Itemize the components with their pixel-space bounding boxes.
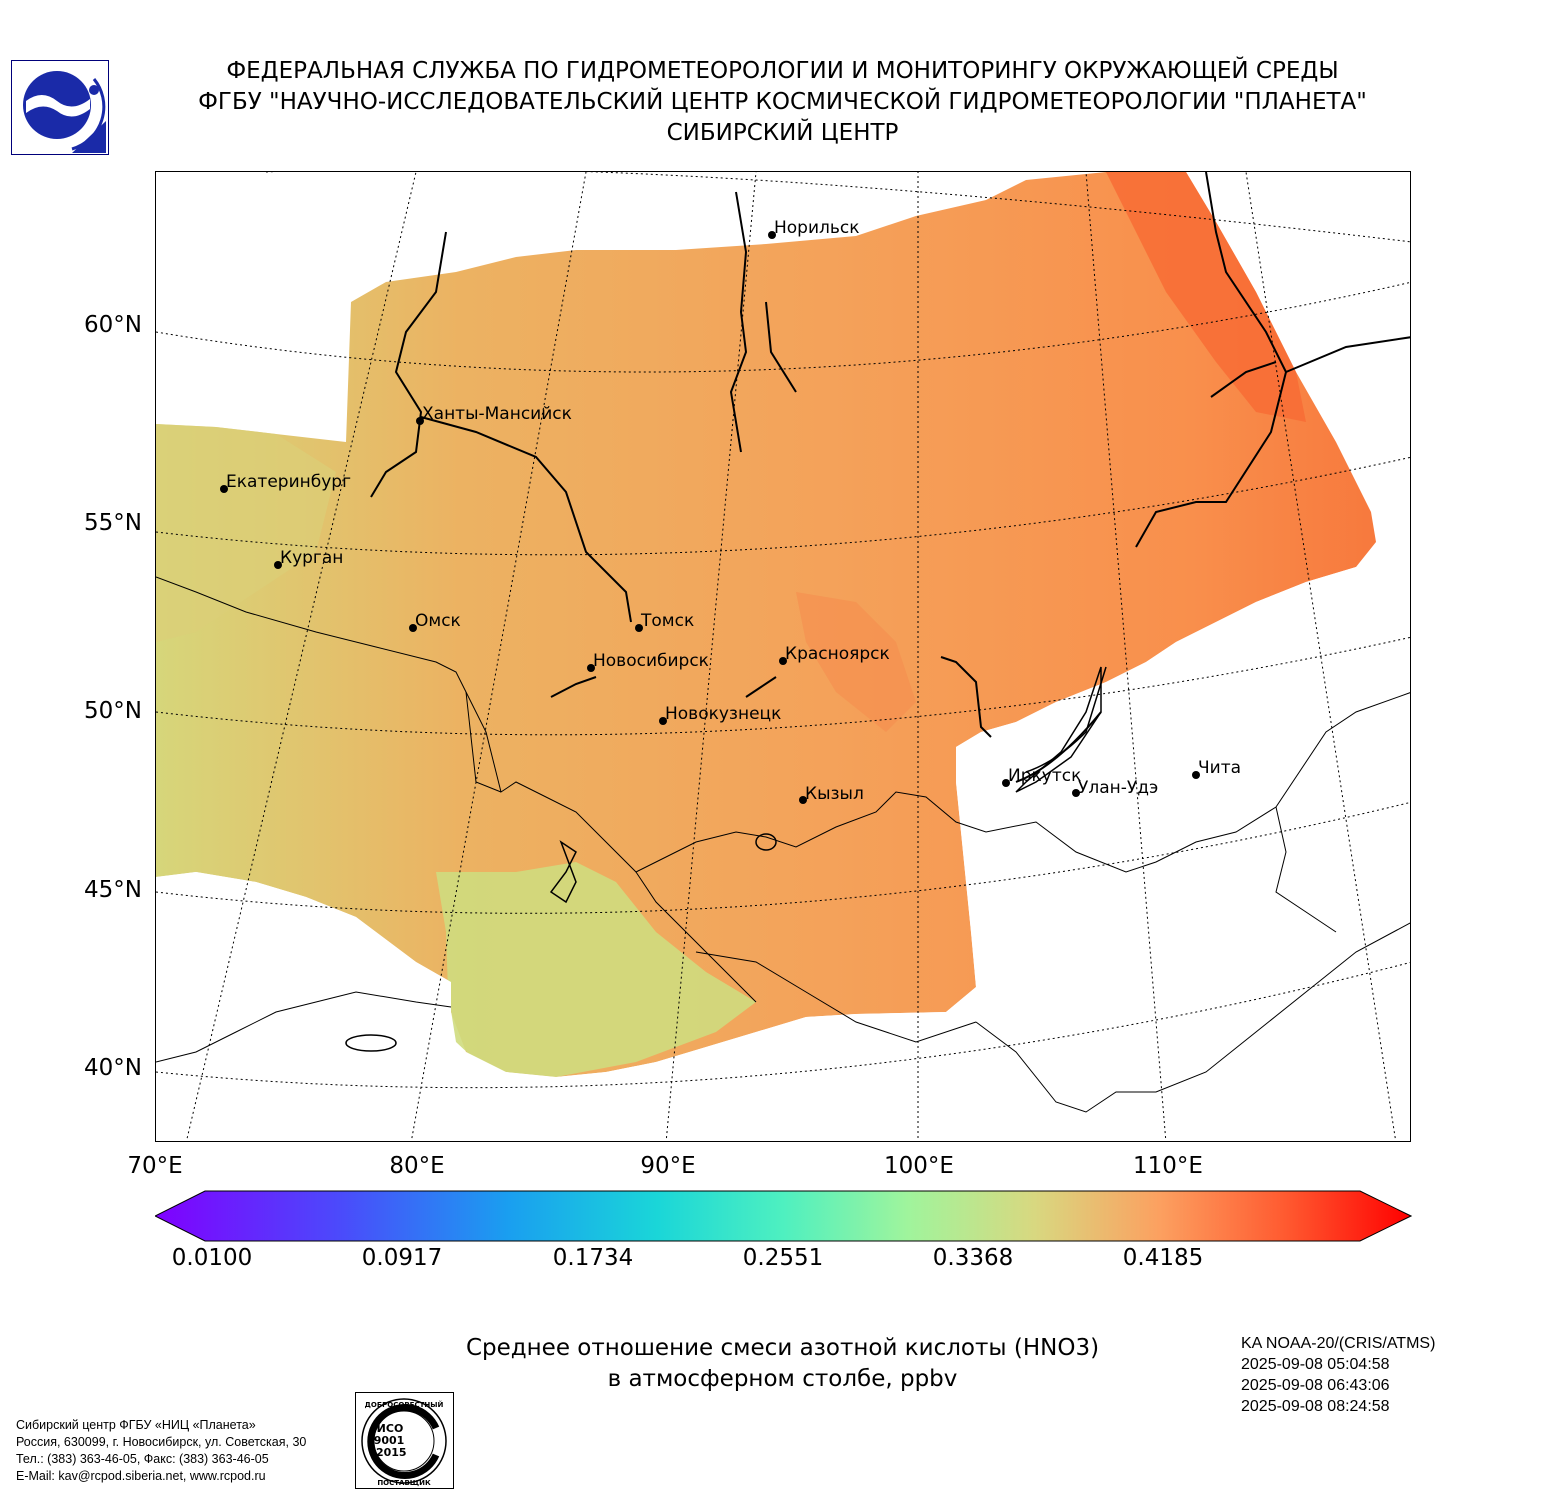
city-label-irkutsk: Иркутск xyxy=(1008,766,1082,786)
satellite-name: KA NOAA-20/(CRIS/ATMS) xyxy=(1241,1335,1436,1352)
hno3-field-low xyxy=(436,862,756,1077)
city-label-khanty-mansiysk: Ханты-Мансийск xyxy=(422,404,572,424)
city-label-omsk: Омск xyxy=(415,611,461,631)
satellite-time-2: 2025-09-08 06:43:06 xyxy=(1241,1377,1390,1394)
rivers xyxy=(370,172,1410,783)
map-panel xyxy=(155,171,1411,1142)
city-label-novokuznetsk: Новокузнецк xyxy=(665,704,782,724)
colorbar-tick-5: 0.4185 xyxy=(1122,1245,1204,1271)
map-title: Среднее отношение смеси азотной кислоты … xyxy=(390,1333,1175,1395)
colorbar-tick-3: 0.2551 xyxy=(742,1245,824,1271)
map-canvas xyxy=(156,172,1410,1141)
hno3-field xyxy=(156,172,1376,1077)
lat-label-60: 60°N xyxy=(84,312,142,338)
graticule xyxy=(156,172,1410,1141)
city-dot-omsk xyxy=(409,624,417,632)
lon-label-70: 70°E xyxy=(127,1153,183,1179)
iso-bottom-text: ПОСТАВЩИК xyxy=(377,1479,431,1487)
map-title-line-2: в атмосферном столбе, ppbv xyxy=(607,1366,958,1392)
header: ФЕДЕРАЛЬНАЯ СЛУЖБА ПО ГИДРОМЕТЕОРОЛОГИИ … xyxy=(0,56,1550,149)
lat-label-40: 40°N xyxy=(84,1055,142,1081)
roshydromet-logo xyxy=(11,60,109,155)
hno3-field-high xyxy=(1106,172,1306,422)
colorbar xyxy=(153,1190,1413,1246)
city-dot-kurgan xyxy=(274,561,282,569)
city-label-novosibirsk: Новосибирск xyxy=(593,651,709,671)
iso-badge: ДОБРОСОВЕСТНЫЙ ПОСТАВЩИК ИСО 9001 -2015 xyxy=(355,1392,454,1489)
satellite-time-3: 2025-09-08 08:24:58 xyxy=(1241,1398,1390,1415)
city-dot-krasnoyarsk xyxy=(779,657,787,665)
city-dot-novokuznetsk xyxy=(659,717,667,725)
colorbar-tick-4: 0.3368 xyxy=(932,1245,1014,1271)
city-label-krasnoyarsk: Красноярск xyxy=(785,644,890,664)
city-dot-chita xyxy=(1192,771,1200,779)
city-dot-norilsk xyxy=(768,231,776,239)
lon-label-110: 110°E xyxy=(1133,1153,1203,1179)
footer-line-2: Россия, 630099, г. Новосибирск, ул. Сове… xyxy=(16,1435,307,1449)
city-label-tomsk: Томск xyxy=(641,611,695,631)
city-dot-ekaterinburg xyxy=(220,485,228,493)
city-dot-ulan-ude xyxy=(1072,789,1080,797)
footer-line-1: Сибирский центр ФГБУ «НИЦ «Планета» xyxy=(16,1418,256,1432)
city-label-chita: Чита xyxy=(1198,758,1242,778)
lon-label-80: 80°E xyxy=(389,1153,445,1179)
iso-top-text: ДОБРОСОВЕСТНЫЙ xyxy=(365,1400,444,1409)
iso-code-1: ИСО xyxy=(377,1422,404,1435)
satellite-info: KA NOAA-20/(CRIS/ATMS) 2025-09-08 05:04:… xyxy=(1241,1333,1435,1417)
city-label-kyzyl: Кызыл xyxy=(805,784,864,804)
header-line-1: ФЕДЕРАЛЬНАЯ СЛУЖБА ПО ГИДРОМЕТЕОРОЛОГИИ … xyxy=(226,58,1339,84)
footer-address: Сибирский центр ФГБУ «НИЦ «Планета» Росс… xyxy=(16,1417,306,1485)
lat-label-45: 45°N xyxy=(84,877,142,903)
lat-label-55: 55°N xyxy=(84,510,142,536)
city-dot-tomsk xyxy=(635,624,643,632)
colorbar-tick-0: 0.0100 xyxy=(171,1245,253,1271)
borders xyxy=(156,576,1410,1113)
map-title-line-1: Среднее отношение смеси азотной кислоты … xyxy=(465,1335,1100,1361)
city-label-ulan-ude: Улан-Удэ xyxy=(1078,778,1159,798)
iso-code-3: -2015 xyxy=(371,1446,406,1459)
city-label-ekaterinburg: Екатеринбург xyxy=(226,472,352,492)
colorbar-tick-1: 0.0917 xyxy=(361,1245,443,1271)
lakes xyxy=(345,666,1102,1052)
lon-label-90: 90°E xyxy=(640,1153,696,1179)
city-label-norilsk: Норильск xyxy=(774,218,860,238)
footer-line-3: Тел.: (383) 363-46-05, Факс: (383) 363-4… xyxy=(16,1452,269,1466)
city-dot-khanty-mansiysk xyxy=(416,417,424,425)
city-label-kurgan: Курган xyxy=(280,548,344,568)
colorbar-tick-2: 0.1734 xyxy=(552,1245,634,1271)
city-dot-irkutsk xyxy=(1002,779,1010,787)
lon-label-100: 100°E xyxy=(884,1153,954,1179)
header-line-2: ФГБУ "НАУЧНО-ИССЛЕДОВАТЕЛЬСКИЙ ЦЕНТР КОС… xyxy=(198,89,1367,115)
city-dot-novosibirsk xyxy=(587,664,595,672)
header-line-3: СИБИРСКИЙ ЦЕНТР xyxy=(666,120,899,146)
city-dot-kyzyl xyxy=(799,796,807,804)
iso-code-2: 9001 xyxy=(374,1434,405,1447)
lat-label-50: 50°N xyxy=(84,698,142,724)
satellite-time-1: 2025-09-08 05:04:58 xyxy=(1241,1356,1390,1373)
footer-line-4: E-Mail: kav@rcpod.siberia.net, www.rcpod… xyxy=(16,1469,266,1483)
